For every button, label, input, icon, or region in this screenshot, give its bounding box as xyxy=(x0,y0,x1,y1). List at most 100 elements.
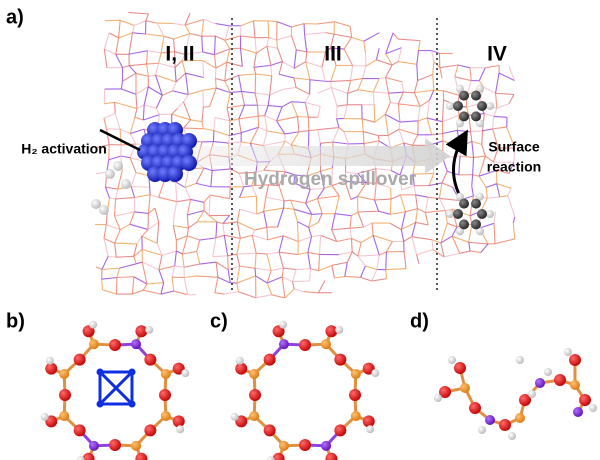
bond xyxy=(197,240,200,251)
bond xyxy=(372,279,387,281)
bond xyxy=(130,212,135,225)
bond xyxy=(292,102,298,117)
bond xyxy=(398,39,420,41)
bond xyxy=(177,102,183,109)
bond xyxy=(224,292,238,294)
bond xyxy=(306,62,322,68)
bond xyxy=(196,276,218,277)
bond xyxy=(237,222,254,230)
h-atom xyxy=(371,369,379,377)
bond xyxy=(267,131,285,134)
bond xyxy=(172,277,174,291)
si-atom xyxy=(351,411,361,421)
bond xyxy=(294,62,306,69)
bond xyxy=(361,277,372,281)
bond xyxy=(176,251,182,254)
bond xyxy=(237,222,240,238)
bond xyxy=(391,195,400,199)
bond xyxy=(374,105,375,123)
bond xyxy=(270,76,272,95)
bond xyxy=(358,196,375,200)
bond xyxy=(331,87,337,106)
bond xyxy=(136,94,137,108)
bond xyxy=(210,195,230,199)
bond xyxy=(379,78,385,79)
bond xyxy=(104,118,107,129)
bond xyxy=(298,252,308,254)
bond xyxy=(471,132,472,142)
bond xyxy=(390,212,405,215)
si-atom xyxy=(89,339,99,349)
si-atom xyxy=(131,441,141,451)
bond xyxy=(271,268,283,270)
bond xyxy=(223,222,238,224)
h-atom xyxy=(41,413,49,421)
bond xyxy=(213,142,228,143)
bond xyxy=(223,224,224,236)
bond xyxy=(334,22,350,27)
bond xyxy=(299,131,309,132)
bond xyxy=(159,182,164,198)
bond xyxy=(282,268,283,277)
bond xyxy=(361,235,373,242)
bond xyxy=(282,277,292,282)
bond xyxy=(258,105,259,116)
bond xyxy=(331,65,336,81)
h-atom xyxy=(181,369,189,377)
bond xyxy=(271,61,283,65)
h-atom xyxy=(486,102,494,110)
bond xyxy=(242,91,256,93)
bond xyxy=(366,60,376,66)
bond xyxy=(172,114,191,120)
bond xyxy=(241,36,255,38)
bond xyxy=(132,277,133,294)
bond xyxy=(483,129,493,131)
o-atom xyxy=(325,453,337,460)
h-atom xyxy=(589,404,597,412)
bond xyxy=(176,182,177,202)
bond xyxy=(161,36,164,53)
bond xyxy=(184,264,200,267)
bond xyxy=(482,131,483,145)
si-atom xyxy=(515,413,525,423)
bond xyxy=(203,60,216,68)
bond xyxy=(308,252,311,268)
bond xyxy=(305,33,326,35)
bond xyxy=(129,64,146,66)
bond xyxy=(106,187,118,189)
bond xyxy=(159,197,177,201)
bond xyxy=(240,48,256,53)
bond xyxy=(418,118,427,121)
bond xyxy=(175,266,184,267)
bond xyxy=(155,208,159,222)
bond xyxy=(211,171,212,187)
bond xyxy=(285,141,291,145)
bond xyxy=(255,268,256,276)
bond xyxy=(363,132,364,144)
bond xyxy=(102,278,117,280)
bond xyxy=(298,117,299,132)
bond xyxy=(130,134,136,145)
bond xyxy=(115,212,135,216)
bond xyxy=(439,198,445,210)
bond xyxy=(263,141,285,145)
bond xyxy=(298,117,309,118)
bond xyxy=(479,176,486,187)
bond xyxy=(240,209,257,214)
bond xyxy=(239,75,242,91)
bond xyxy=(282,277,285,298)
bond xyxy=(159,270,164,283)
bond xyxy=(267,254,271,270)
bond xyxy=(362,119,363,132)
bond xyxy=(188,222,197,228)
bond xyxy=(319,235,320,254)
bond xyxy=(350,216,351,228)
bond xyxy=(134,21,146,26)
bond xyxy=(229,121,230,136)
h-atom xyxy=(446,102,454,110)
bond xyxy=(493,127,507,129)
bond xyxy=(442,183,453,187)
pt-atom xyxy=(97,369,104,376)
bond xyxy=(200,238,216,240)
bond xyxy=(495,239,515,244)
